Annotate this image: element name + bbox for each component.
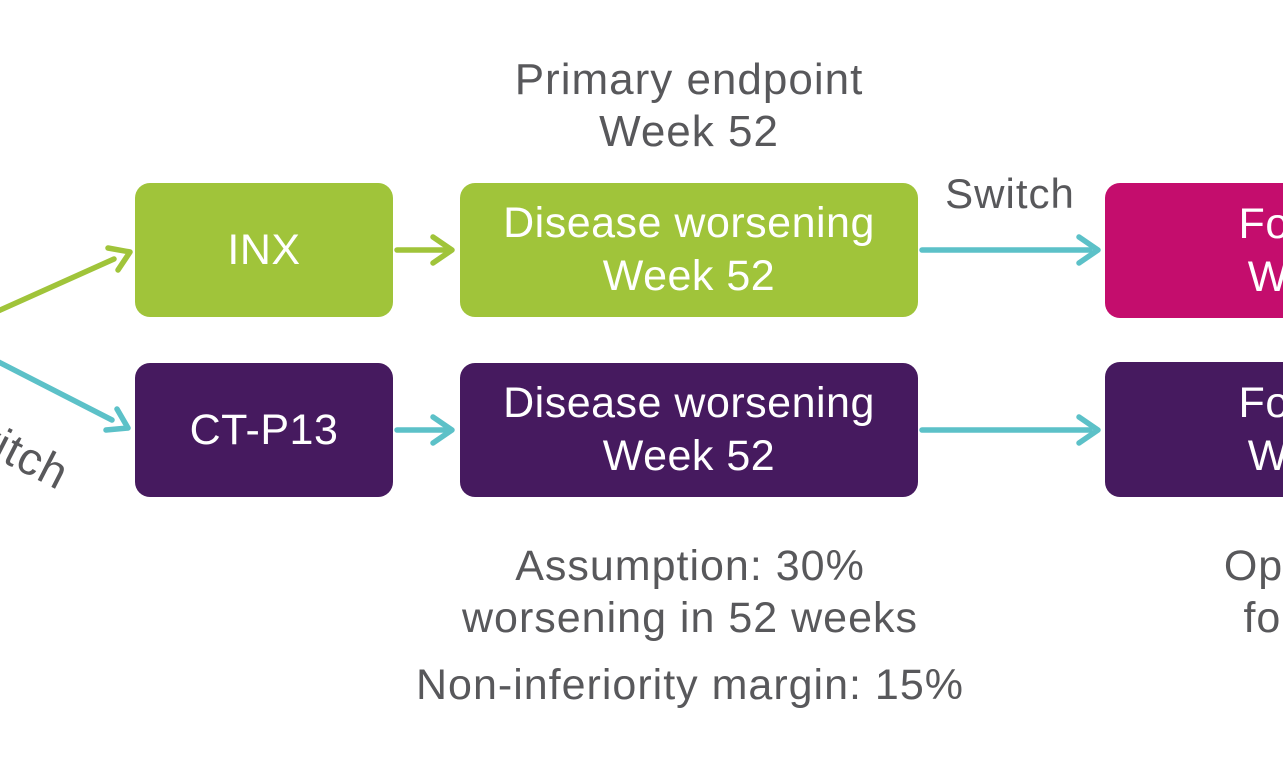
assumption-line1: Assumption: 30% <box>515 542 865 590</box>
open-label-caption: Open-label follow-up <box>1134 540 1283 644</box>
ctp13-outcome-line2: Week 52 <box>602 432 776 480</box>
inx-outcome-line1: Disease worsening <box>503 199 875 247</box>
primary-endpoint-label: Primary endpoint Week 52 <box>489 54 889 158</box>
inx-followup-box: Follow-up Week 78 <box>1105 183 1283 318</box>
ctp13-followup-box: Follow-up Week 78 <box>1105 362 1283 497</box>
open-label-line2: follow-up <box>1243 594 1283 642</box>
inx-arm-box: INX <box>135 183 393 317</box>
arrowhead-switch-row1-icon <box>1076 234 1101 266</box>
arrowhead-inx-to-outcome-icon <box>430 234 455 266</box>
primary-endpoint-line2: Week 52 <box>599 107 779 156</box>
ctp13-followup-line2: Week 78 <box>1247 431 1283 480</box>
ctp13-outcome-line1: Disease worsening <box>503 379 875 427</box>
ctp13-arm-label: CT-P13 <box>189 405 339 454</box>
arrowhead-diagonal-to-inx-icon <box>105 245 133 273</box>
ctp13-arm-box: CT-P13 <box>135 363 393 497</box>
arrowhead-diagonal-to-ctp13-icon <box>103 406 131 433</box>
noninferiority-margin-line: Non-inferiority margin: 15% <box>416 661 964 709</box>
arrowhead-ctp13-to-outcome-icon <box>430 414 455 446</box>
inx-outcome-line2: Week 52 <box>602 252 776 300</box>
ctp13-outcome-box: Disease worsening Week 52 <box>460 363 918 497</box>
arrow-diagonal-to-inx <box>0 256 117 314</box>
inx-outcome-box: Disease worsening Week 52 <box>460 183 918 317</box>
primary-endpoint-line1: Primary endpoint <box>514 55 864 104</box>
switch-arrow-label: Switch <box>945 170 1075 217</box>
arrowhead-to-followup-row2-icon <box>1076 414 1101 446</box>
open-label-line1: Open-label <box>1223 542 1283 590</box>
ctp13-followup-line1: Follow-up <box>1238 378 1283 427</box>
inx-followup-line1: Follow-up <box>1238 199 1283 248</box>
inx-arm-label: INX <box>227 225 301 274</box>
inx-followup-line2: Week 78 <box>1247 252 1283 301</box>
assumption-line2: worsening in 52 weeks <box>461 594 919 642</box>
arrow-diagonal-to-ctp13 <box>0 359 115 423</box>
assumption-caption: Assumption: 30% worsening in 52 weeks No… <box>365 540 1015 711</box>
